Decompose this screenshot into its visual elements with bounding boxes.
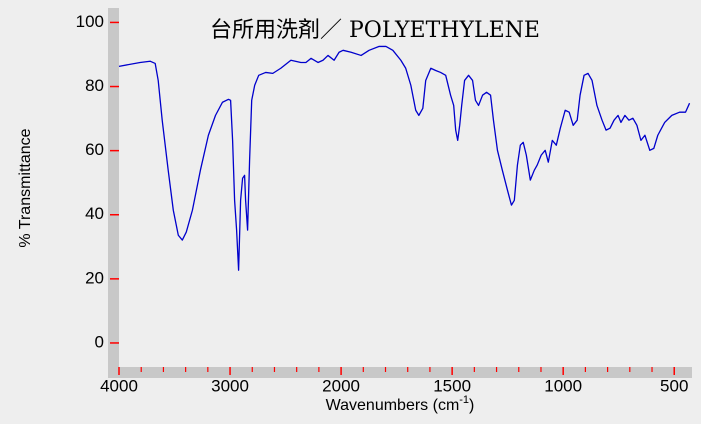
y-tick-label: 0 <box>95 332 104 351</box>
y-tick-label: 40 <box>85 204 104 223</box>
x-axis-label-text: Wavenumbers (cm <box>326 397 460 414</box>
x-tick-label: 1000 <box>544 376 582 395</box>
x-tick-label: 2000 <box>322 376 360 395</box>
x-tick-label: 3000 <box>211 376 249 395</box>
x-tick-label: 4000 <box>100 376 138 395</box>
x-tick-label: 500 <box>660 376 688 395</box>
y-tick-label: 20 <box>85 268 104 287</box>
x-axis-label-sup: -1 <box>459 394 469 406</box>
spectrum-line <box>118 45 691 271</box>
x-axis-label: Wavenumbers (cm-1) <box>326 394 475 414</box>
y-tick-label: 100 <box>76 12 104 31</box>
x-axis-label-end: ) <box>469 397 474 414</box>
x-axis-strip <box>108 367 692 378</box>
x-tick-label: 1500 <box>433 376 471 395</box>
y-tick-label: 60 <box>85 140 104 159</box>
y-tick-label: 80 <box>85 76 104 95</box>
y-axis-strip <box>108 8 119 378</box>
chart-title: 台所用洗剤／ POLYETHYLENE <box>210 18 540 43</box>
y-axis-label: % Transmittance <box>17 128 34 247</box>
